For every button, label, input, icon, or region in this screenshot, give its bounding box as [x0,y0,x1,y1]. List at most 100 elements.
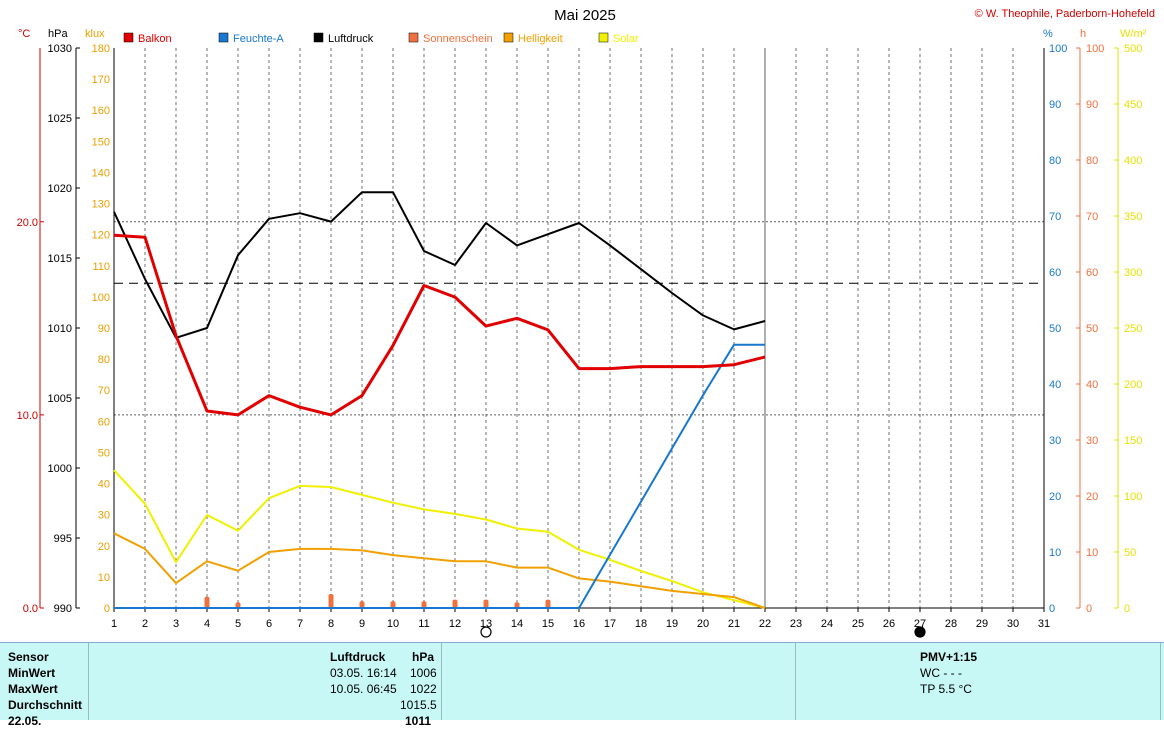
x-tick-label: 10 [387,618,399,630]
sun-tick-label: 80 [1086,155,1098,167]
legend-swatch [503,32,514,43]
solar-tick-label: 250 [1124,323,1142,335]
x-tick-label: 13 [480,618,492,630]
sunshine-bar [514,602,520,608]
max-value: 1022 [410,682,437,696]
max-time: 10.05. 06:45 [330,682,397,696]
pmv-text: PMV+1:15 [920,650,978,664]
series-solar [113,469,766,609]
humidity-tick-label: 0 [1049,603,1055,615]
sun-tick-label: 30 [1086,435,1098,447]
min-time: 03.05. 16:14 [330,666,397,680]
legend-item-balkon: Balkon [123,32,172,45]
lux-tick-label: 30 [98,510,110,522]
x-tick-label: 3 [173,618,179,630]
pressure-tick-label: 1020 [48,183,72,195]
lux-tick-label: 0 [104,603,110,615]
chart-title: Mai 2025 [554,7,616,24]
sunshine-bar [483,599,489,608]
series-luftdruck [113,191,766,339]
humidity-tick-label: 60 [1049,267,1061,279]
x-tick-label: 5 [235,618,241,630]
temp-tick-label: 20.0 [17,217,38,229]
series-helligkeit [113,532,766,609]
lux-tick-label: 20 [98,541,110,553]
max-label: MaxWert [8,682,58,696]
min-label: MinWert [8,666,56,680]
legend-swatch [408,32,419,43]
pressure-tick-label: 1015 [48,253,72,265]
lux-tick-label: 130 [92,199,110,211]
legend: Balkon Feuchte-A Luftdruck Sonnenschein Hell… [123,32,639,45]
legend-item-helligkeit: Helligkeit [503,32,563,45]
legend-swatch [313,32,324,43]
sunshine-bar [204,596,210,608]
solar-tick-label: 50 [1124,547,1136,559]
lux-tick-label: 50 [98,447,110,459]
humidity-tick-label: 10 [1049,547,1061,559]
solar-tick-label: 200 [1124,379,1142,391]
moon-phases [480,626,926,638]
humidity-tick-label: 90 [1049,99,1061,111]
series-layer [113,191,766,609]
x-tick-label: 1 [111,618,117,630]
x-tick-label: 24 [821,618,833,630]
pressure-tick-label: 1010 [48,323,72,335]
solar-tick-label: 0 [1124,603,1130,615]
humidity-tick-label: 50 [1049,323,1061,335]
lux-tick-label: 150 [92,136,110,148]
legend-label: Balkon [138,33,172,45]
sunshine-bar [328,594,334,608]
sun-tick-label: 60 [1086,267,1098,279]
x-tick-label: 25 [852,618,864,630]
lux-tick-label: 40 [98,479,110,491]
sensor-label: Sensor [8,650,49,664]
lux-tick-label: 170 [92,74,110,86]
x-tick-label: 20 [697,618,709,630]
humidity-tick-label: 20 [1049,491,1061,503]
x-tick-label: 6 [266,618,272,630]
unit-pressure: hPa [48,28,68,40]
x-tick-label: 2 [142,618,148,630]
x-tick-label: 27 [914,618,926,630]
sun-tick-label: 100 [1086,43,1104,55]
avg-value: 1015.5 [400,698,437,712]
tp-text: TP 5.5 °C [920,682,972,696]
solar-tick-label: 350 [1124,211,1142,223]
pressure-tick-label: 1025 [48,113,72,125]
lux-tick-label: 120 [92,230,110,242]
pressure-tick-label: 1005 [48,393,72,405]
extra-value: 1011 [405,714,432,728]
sunshine-bar [452,599,458,608]
x-tick-label: 18 [635,618,647,630]
legend-label: Solar [613,33,639,45]
lux-tick-label: 90 [98,323,110,335]
solar-tick-label: 150 [1124,435,1142,447]
avg-label: Durchschnitt [8,698,83,712]
pressure-tick-label: 1000 [48,463,72,475]
x-tick-label: 7 [297,618,303,630]
x-tick-label: 12 [449,618,461,630]
temp-tick-label: 0.0 [23,603,38,615]
legend-swatch [123,32,134,43]
x-tick-label: 22 [759,618,771,630]
x-tick-label: 14 [511,618,523,630]
lux-tick-label: 140 [92,167,110,179]
x-tick-label: 26 [883,618,895,630]
lux-tick-label: 10 [98,572,110,584]
grid [114,48,1044,608]
stats-table: Sensor MinWert MaxWert Durchschnitt 22.0… [0,642,1164,728]
sun-tick-label: 70 [1086,211,1098,223]
pressure-tick-label: 995 [54,533,72,545]
new-moon-icon [914,626,926,638]
solar-tick-label: 500 [1124,43,1142,55]
sun-tick-label: 50 [1086,323,1098,335]
x-tick-label: 11 [418,618,429,630]
sun-tick-label: 10 [1086,547,1098,559]
x-tick-label: 4 [204,618,210,630]
lux-tick-label: 180 [92,43,110,55]
legend-label: Feuchte-A [233,33,284,45]
sun-tick-label: 20 [1086,491,1098,503]
unit-humidity: % [1043,28,1053,40]
series-balkon [113,233,766,417]
